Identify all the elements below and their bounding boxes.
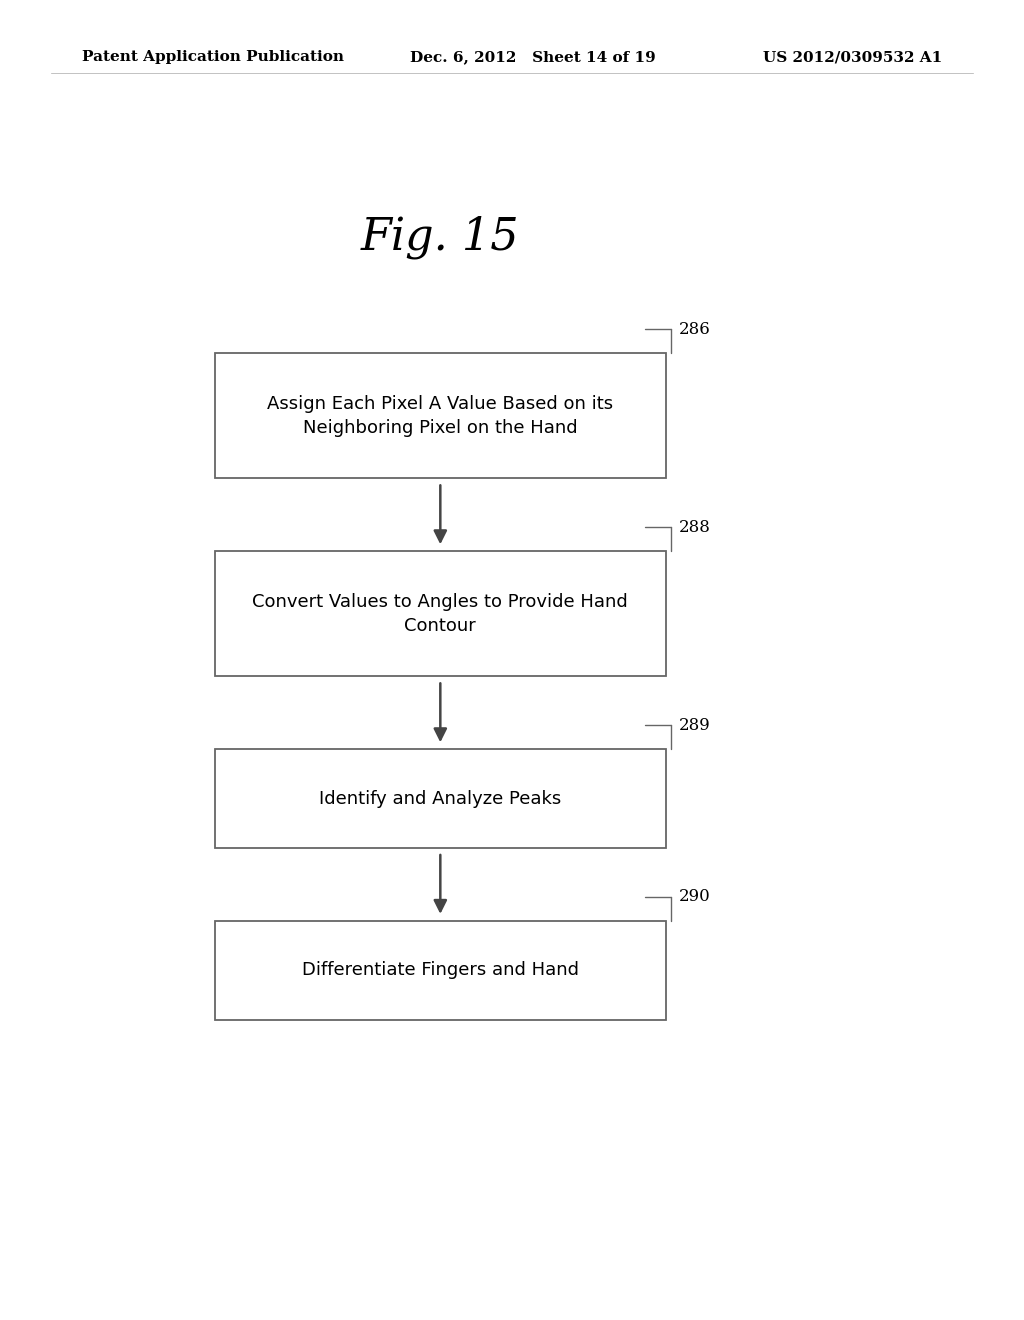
Text: Patent Application Publication: Patent Application Publication bbox=[82, 50, 344, 65]
Text: 289: 289 bbox=[679, 717, 711, 734]
Bar bbox=[215, 921, 666, 1019]
Text: Identify and Analyze Peaks: Identify and Analyze Peaks bbox=[319, 789, 561, 808]
Text: Dec. 6, 2012   Sheet 14 of 19: Dec. 6, 2012 Sheet 14 of 19 bbox=[410, 50, 655, 65]
Text: 286: 286 bbox=[679, 321, 711, 338]
Text: Assign Each Pixel A Value Based on its
Neighboring Pixel on the Hand: Assign Each Pixel A Value Based on its N… bbox=[267, 395, 613, 437]
Bar bbox=[215, 552, 666, 676]
Bar bbox=[215, 352, 666, 478]
Text: Convert Values to Angles to Provide Hand
Contour: Convert Values to Angles to Provide Hand… bbox=[253, 593, 628, 635]
Bar bbox=[215, 748, 666, 847]
Text: Fig. 15: Fig. 15 bbox=[361, 216, 519, 259]
Text: 290: 290 bbox=[679, 888, 711, 906]
Text: Differentiate Fingers and Hand: Differentiate Fingers and Hand bbox=[302, 961, 579, 979]
Text: US 2012/0309532 A1: US 2012/0309532 A1 bbox=[763, 50, 942, 65]
Text: 288: 288 bbox=[679, 519, 711, 536]
